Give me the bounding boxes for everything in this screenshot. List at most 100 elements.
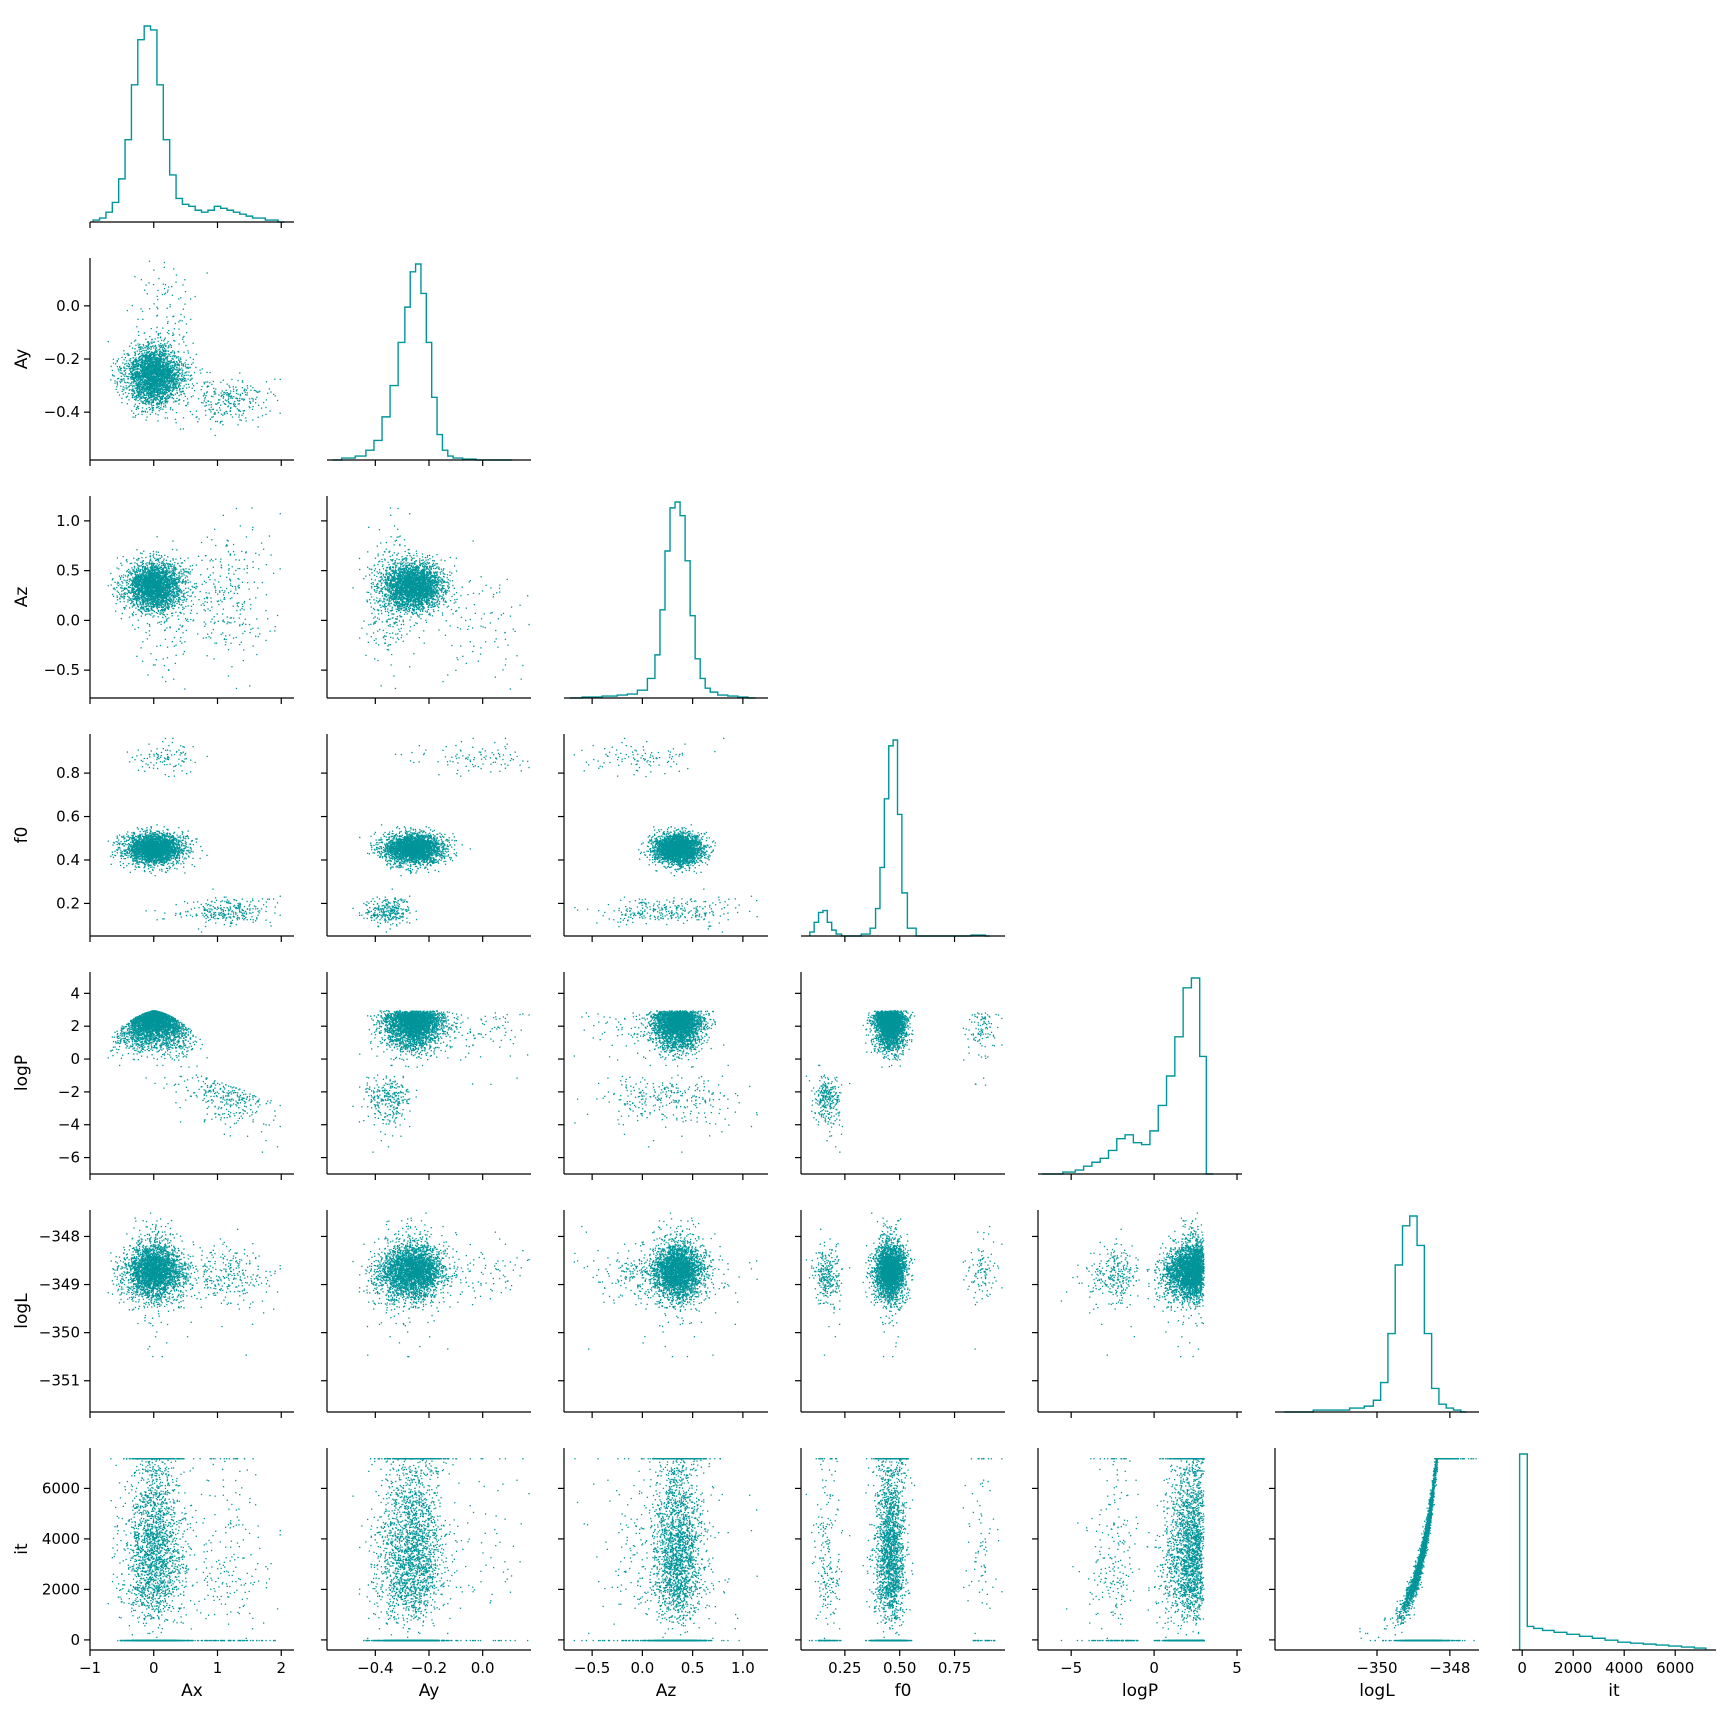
- scatter-point: [132, 370, 133, 371]
- scatter-point: [240, 411, 241, 412]
- scatter-point: [185, 396, 186, 397]
- scatter-point: [201, 386, 202, 387]
- scatter-point: [183, 364, 184, 365]
- scatter-point: [151, 347, 152, 348]
- scatter-point: [253, 400, 254, 401]
- scatter-point: [187, 364, 188, 365]
- scatter-point: [210, 411, 211, 412]
- scatter-point: [184, 385, 185, 386]
- scatter-point: [136, 385, 137, 386]
- scatter-point: [274, 379, 275, 380]
- scatter-point: [184, 279, 185, 280]
- scatter-point: [124, 364, 125, 365]
- scatter-point: [183, 417, 184, 418]
- scatter-point: [149, 409, 150, 410]
- scatter-point: [108, 341, 109, 342]
- scatter-point: [143, 377, 144, 378]
- scatter-point: [239, 372, 240, 373]
- scatter-point: [152, 352, 153, 353]
- scatter-point: [192, 388, 193, 389]
- scatter-point: [204, 383, 205, 384]
- scatter-point: [134, 406, 135, 407]
- scatter-point: [123, 366, 124, 367]
- scatter-point: [233, 396, 234, 397]
- scatter-point: [165, 355, 166, 356]
- scatter-point: [159, 351, 160, 352]
- scatter-point: [255, 390, 256, 391]
- scatter-point: [254, 390, 255, 391]
- scatter-point: [135, 415, 136, 416]
- scatter-point: [187, 350, 188, 351]
- scatter-point: [158, 406, 159, 407]
- scatter-point: [250, 390, 251, 391]
- scatter-point: [171, 352, 172, 353]
- scatter-point: [180, 297, 181, 298]
- scatter-point: [151, 405, 152, 406]
- scatter-point: [252, 387, 253, 388]
- scatter-point: [155, 355, 156, 356]
- scatter-point: [114, 375, 115, 376]
- scatter-point: [133, 413, 134, 414]
- scatter-point: [138, 396, 139, 397]
- scatter-point: [243, 413, 244, 414]
- scatter-point: [155, 400, 156, 401]
- panel-Ax-Ax: [90, 26, 294, 228]
- scatter-point: [153, 405, 154, 406]
- scatter-point: [147, 399, 148, 400]
- scatter-point: [173, 340, 174, 341]
- scatter-point: [176, 412, 177, 413]
- scatter-point: [136, 388, 137, 389]
- scatter-point: [170, 384, 171, 385]
- scatter-point: [149, 348, 150, 349]
- scatter-point: [175, 365, 176, 366]
- scatter-point: [161, 393, 162, 394]
- scatter-point: [125, 392, 126, 393]
- scatter-point: [161, 404, 162, 405]
- scatter-point: [131, 362, 132, 363]
- scatter-point: [188, 352, 189, 353]
- scatter-point: [232, 398, 233, 399]
- scatter-point: [171, 347, 172, 348]
- scatter-point: [168, 341, 169, 342]
- scatter-point: [157, 349, 158, 350]
- scatter-point: [143, 345, 144, 346]
- scatter-point: [166, 316, 167, 317]
- scatter-point: [213, 413, 214, 414]
- scatter-point: [165, 412, 166, 413]
- scatter-point: [243, 410, 244, 411]
- scatter-point: [194, 372, 195, 373]
- scatter-point: [218, 399, 219, 400]
- scatter-point: [186, 387, 187, 388]
- scatter-point: [190, 357, 191, 358]
- scatter-point: [165, 417, 166, 418]
- scatter-point: [258, 417, 259, 418]
- scatter-point: [154, 341, 155, 342]
- scatter-point: [141, 279, 142, 280]
- scatter-point: [242, 393, 243, 394]
- scatter-point: [139, 403, 140, 404]
- scatter-point: [118, 369, 119, 370]
- scatter-point: [139, 353, 140, 354]
- scatter-point: [172, 370, 173, 371]
- scatter-point: [176, 381, 177, 382]
- scatter-point: [169, 395, 170, 396]
- scatter-point: [151, 407, 152, 408]
- scatter-point: [178, 372, 179, 373]
- scatter-point: [178, 329, 179, 330]
- scatter-point: [133, 379, 134, 380]
- scatter-point: [126, 396, 127, 397]
- scatter-point: [142, 369, 143, 370]
- scatter-point: [129, 369, 130, 370]
- scatter-point: [173, 268, 174, 269]
- scatter-point: [165, 405, 166, 406]
- scatter-point: [180, 361, 181, 362]
- scatter-point: [230, 396, 231, 397]
- scatter-point: [262, 415, 263, 416]
- scatter-point: [172, 365, 173, 366]
- scatter-point: [116, 386, 117, 387]
- scatter-point: [126, 368, 127, 369]
- scatter-point: [169, 389, 170, 390]
- scatter-point: [185, 291, 186, 292]
- scatter-point: [170, 409, 171, 410]
- scatter-point: [146, 419, 147, 420]
